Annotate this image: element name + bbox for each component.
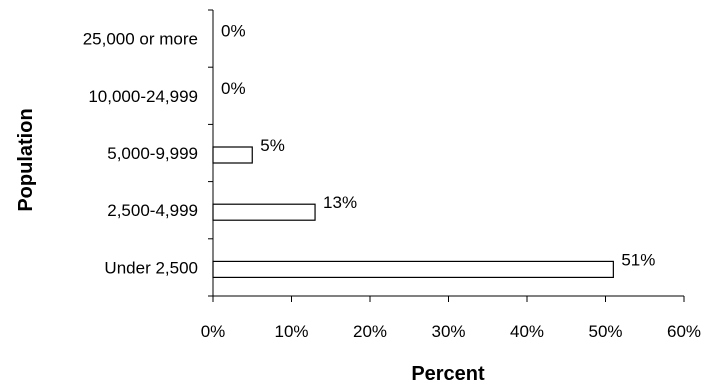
category-label: 10,000-24,999 [88, 87, 198, 106]
x-axis-title: Percent [411, 363, 485, 385]
x-tick-label: 50% [588, 322, 622, 341]
category-label: 25,000 or more [83, 30, 198, 49]
x-tick-label: 30% [431, 322, 465, 341]
data-label: 51% [621, 250, 655, 269]
bar [212, 203, 316, 221]
bar [212, 260, 614, 278]
data-label: 13% [323, 193, 357, 212]
data-label: 0% [221, 79, 246, 98]
x-tick-label: 60% [667, 322, 701, 341]
category-label: 5,000-9,999 [107, 144, 198, 163]
x-tick-label: 20% [353, 322, 387, 341]
data-label: 0% [221, 22, 246, 41]
x-tick-label: 40% [510, 322, 544, 341]
y-axis-title: Population [15, 108, 37, 211]
plot-area: 0% 10% 20% 30% 40% 50% 60% 25,000 or more 0% 10,0… [83, 9, 701, 341]
x-tick-label: 0% [201, 322, 226, 341]
category-label: 2,500-4,999 [107, 201, 198, 220]
bar [212, 146, 253, 164]
category-label: Under 2,500 [104, 258, 198, 277]
data-label: 5% [260, 136, 285, 155]
x-tick-label: 10% [274, 322, 308, 341]
